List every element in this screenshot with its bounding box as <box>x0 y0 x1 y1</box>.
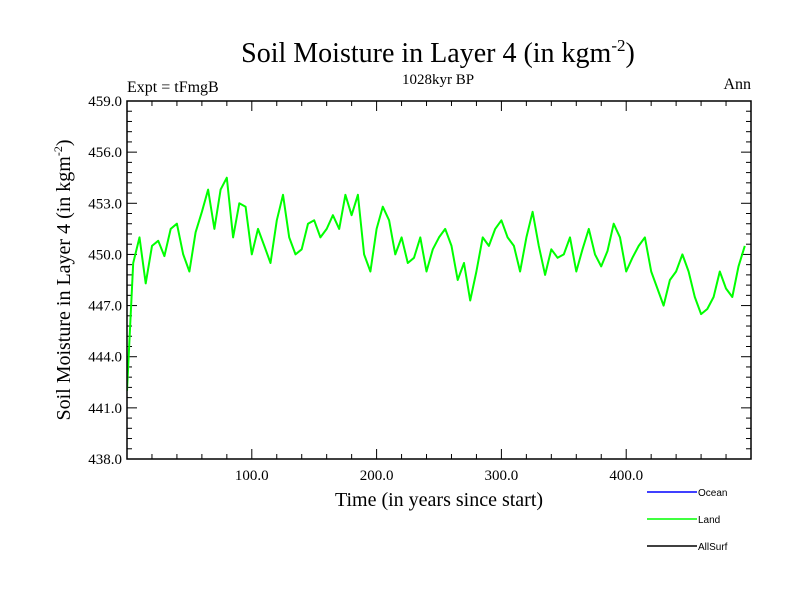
legend-label-allsurf: AllSurf <box>698 542 728 553</box>
plot-frame <box>126 100 752 460</box>
axis-ticks <box>127 100 751 460</box>
period-label: Ann <box>723 76 751 93</box>
y-tick-label: 456.0 <box>88 145 122 161</box>
x-tick-label: 100.0 <box>235 468 269 484</box>
y-tick-label: 441.0 <box>88 401 122 417</box>
chart-title: Soil Moisture in Layer 4 (in kgm-2) <box>241 36 635 69</box>
legend: Ocean Land AllSurf <box>647 488 728 553</box>
x-tick-label: 200.0 <box>360 468 394 484</box>
x-axis-label: Time (in years since start) <box>335 489 543 511</box>
y-tick-label: 450.0 <box>88 247 122 263</box>
y-tick-label: 447.0 <box>88 299 122 315</box>
x-tick-labels: 100.0 200.0 300.0 400.0 <box>235 468 643 484</box>
y-tick-label: 438.0 <box>88 452 122 468</box>
y-tick-label: 459.0 <box>88 94 122 110</box>
legend-label-land: Land <box>698 515 720 526</box>
series-layer <box>127 176 746 391</box>
y-tick-label: 453.0 <box>88 196 122 212</box>
y-axis-label: Soil Moisture in Layer 4 (in kgm-2) <box>51 139 75 420</box>
y-tick-labels: 438.0 441.0 444.0 447.0 450.0 453.0 456.0 459.0 <box>88 94 122 468</box>
x-tick-label: 400.0 <box>609 468 643 484</box>
y-tick-label: 444.0 <box>88 350 122 366</box>
series-line-land <box>127 176 746 391</box>
experiment-label: Expt = tFmgB <box>127 79 219 96</box>
legend-label-ocean: Ocean <box>698 488 727 499</box>
x-tick-label: 300.0 <box>485 468 519 484</box>
chart-subtitle: 1028kyr BP <box>402 72 474 88</box>
